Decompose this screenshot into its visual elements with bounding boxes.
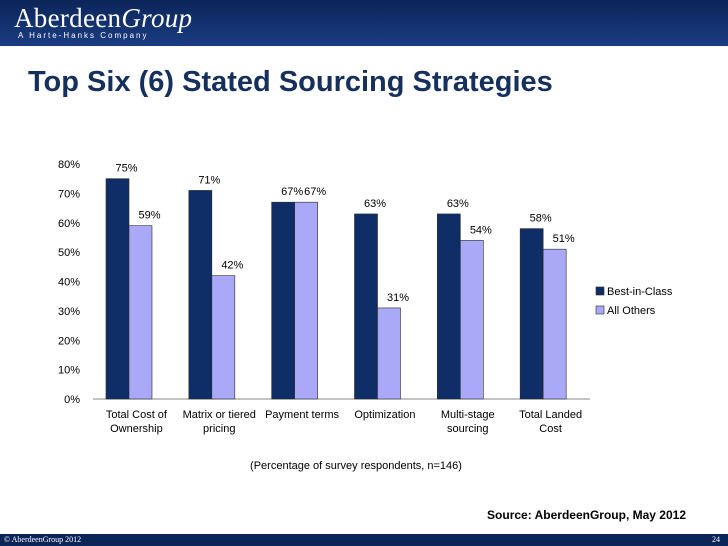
footer-copyright: © AberdeenGroup 2012 — [4, 535, 82, 544]
x-tick-label: Payment terms — [265, 409, 339, 421]
y-tick-label: 80% — [58, 159, 80, 171]
legend-swatch-best-in-class — [595, 286, 605, 296]
y-tick-label: 20% — [58, 335, 80, 347]
slide-title: Top Six (6) Stated Sourcing Strategies — [28, 66, 553, 98]
bar-all-others — [460, 240, 484, 400]
chart-caption: (Percentage of survey respondents, n=146… — [0, 460, 728, 472]
header-bar: AberdeenGroup A Harte-Hanks Company — [0, 0, 728, 46]
legend-label-all-others: All Others — [607, 305, 656, 317]
data-label-all-others: 42% — [221, 260, 243, 272]
tagline: A Harte-Hanks Company — [18, 31, 149, 40]
data-label-best-in-class: 71% — [198, 174, 220, 186]
bar-all-others — [542, 248, 567, 400]
x-tick-label: Cost — [539, 423, 562, 435]
bar-all-others — [211, 275, 236, 400]
x-tick-label: sourcing — [447, 423, 489, 435]
x-tick-label: Total Landed — [519, 409, 582, 421]
y-tick-label: 60% — [58, 218, 80, 230]
bar-chart: 0% 10% 20% 30% 40% 50% 60% 70% 80% 75% 59% Total Co… — [58, 159, 673, 435]
y-tick-label: 40% — [58, 277, 80, 289]
bar-best-in-class — [105, 178, 130, 400]
source-note: Source: AberdeenGroup, May 2012 — [487, 508, 686, 522]
y-tick-label: 30% — [58, 306, 80, 318]
footer-bar: © AberdeenGroup 2012 24 — [0, 534, 728, 546]
bar-best-in-class — [354, 213, 378, 400]
bar-best-in-class — [188, 190, 213, 400]
data-label-best-in-class: 58% — [530, 213, 552, 225]
chart-caption-text: (Percentage of survey respondents, n=146… — [250, 460, 462, 472]
x-tick-label: Total Cost of — [106, 409, 168, 421]
page-number: 24 — [712, 535, 720, 544]
legend-swatch-all-others — [595, 305, 605, 315]
x-tick-label: pricing — [203, 423, 235, 435]
bar-best-in-class — [271, 201, 295, 400]
bar-all-others — [128, 225, 153, 400]
y-tick-label: 50% — [58, 247, 80, 259]
data-label-best-in-class: 67% — [281, 186, 303, 198]
x-tick-label: Optimization — [354, 409, 415, 421]
aberdeen-group-logo: AberdeenGroup — [14, 4, 192, 32]
data-label-all-others: 51% — [553, 233, 575, 245]
y-tick-label: 70% — [58, 188, 80, 200]
data-label-all-others: 67% — [304, 186, 326, 198]
x-tick-label: Multi-stage — [441, 409, 495, 421]
y-tick-label: 10% — [58, 365, 80, 377]
brand-group-text: Group — [121, 3, 193, 33]
x-tick-label: Ownership — [110, 423, 163, 435]
data-label-all-others: 54% — [470, 224, 492, 236]
bar-best-in-class — [437, 213, 461, 400]
bar-best-in-class — [519, 228, 544, 400]
data-label-all-others: 31% — [387, 292, 409, 304]
data-label-best-in-class: 75% — [115, 163, 137, 175]
x-tick-label: Matrix or tiered — [183, 409, 256, 421]
brand-main-text: Aberdeen — [14, 3, 122, 33]
data-label-all-others: 59% — [138, 210, 160, 222]
legend-label-best-in-class: Best-in-Class — [607, 286, 673, 298]
bar-all-others — [377, 307, 401, 400]
data-label-best-in-class: 63% — [364, 198, 386, 210]
bar-all-others — [294, 201, 318, 400]
y-tick-label: 0% — [64, 394, 80, 406]
data-label-best-in-class: 63% — [447, 198, 469, 210]
